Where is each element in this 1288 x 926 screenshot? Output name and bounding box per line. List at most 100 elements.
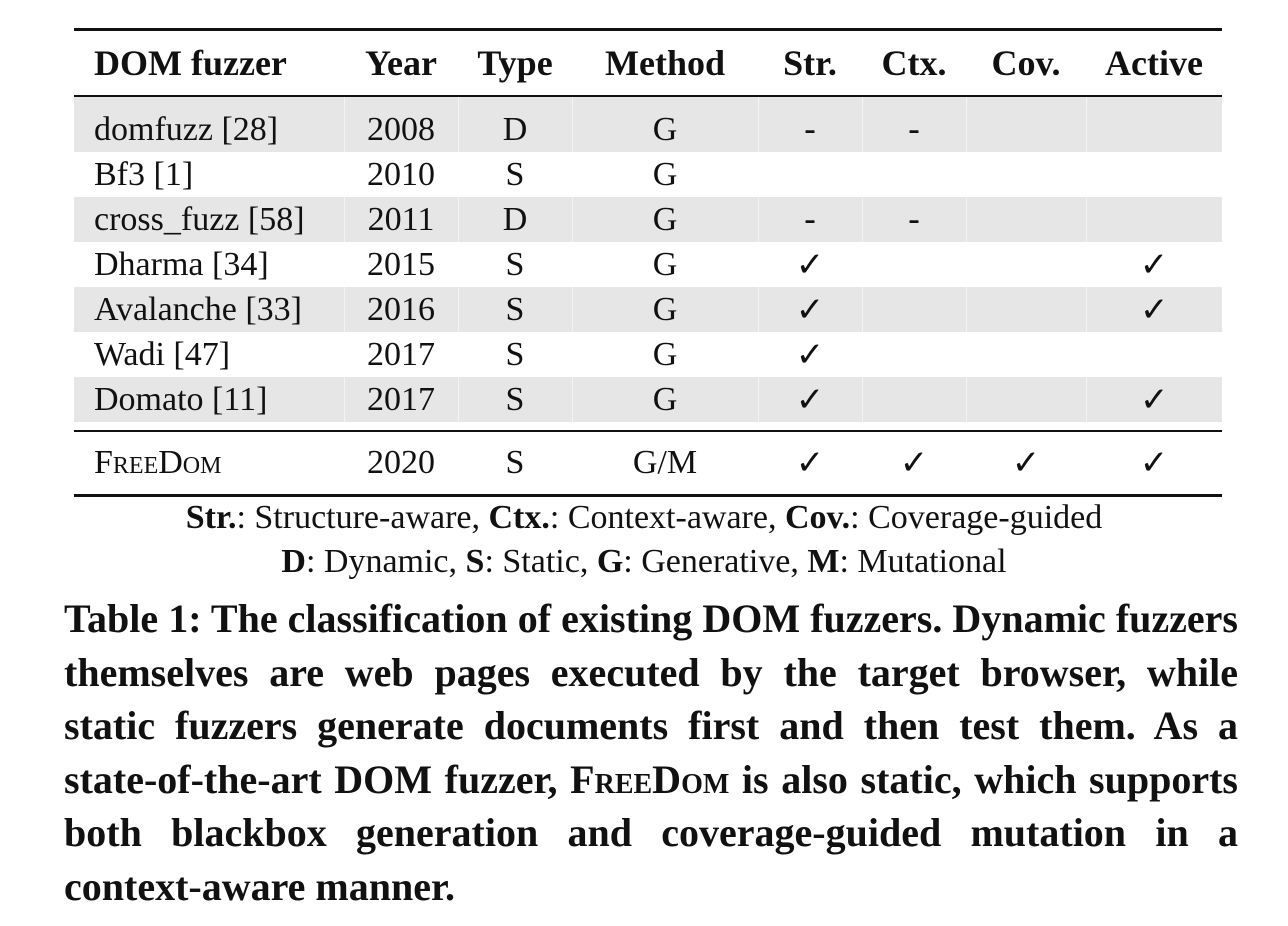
table-row: Dharma [34] 2015 S G ✓ ✓ — [74, 242, 1222, 287]
fuzzer-str: - — [757, 197, 862, 242]
header-str: Str. — [758, 28, 862, 97]
fuzzer-year: 2010 — [367, 155, 435, 193]
table-separator — [74, 422, 1222, 432]
table-caption: Table 1: The classification of existing … — [64, 592, 1238, 913]
fuzzer-year: 2011 — [343, 197, 458, 242]
fuzzer-name: FreeDom — [74, 431, 344, 497]
header-active: Active — [1086, 28, 1222, 97]
fuzzer-ctx — [861, 377, 966, 422]
legend-key: Ctx. — [488, 499, 550, 536]
fuzzer-ctx — [862, 242, 966, 287]
fuzzer-active: ✓ — [1086, 431, 1222, 497]
legend-line-abbreviations: Str.: Structure-aware, Ctx.: Context-awa… — [0, 496, 1288, 540]
fuzzer-name: Dharma [34] — [94, 245, 269, 283]
header-method: Method — [572, 28, 758, 97]
legend-desc: : Generative, — [623, 543, 808, 580]
fuzzer-type: S — [505, 245, 525, 283]
legend-key: S — [465, 543, 485, 580]
legend-desc: : Mutational — [839, 543, 1007, 580]
fuzzer-ctx — [862, 152, 966, 197]
fuzzer-cov — [965, 377, 1086, 422]
fuzzer-active — [1085, 197, 1222, 242]
fuzzer-cov: ✓ — [966, 431, 1086, 497]
fuzzer-ctx — [862, 332, 966, 377]
header-cov: Cov. — [966, 28, 1086, 97]
table-row: domfuzz [28] 2008 D G - - — [74, 96, 1222, 152]
fuzzer-cov — [965, 96, 1086, 152]
legend-key: M — [807, 543, 840, 580]
fuzzer-cov — [966, 152, 1086, 197]
fuzzer-type: S — [505, 335, 525, 373]
fuzzer-classification-table: DOM fuzzer Year Type Method Str. Ctx. Co… — [74, 28, 1222, 497]
table-row: Bf3 [1] 2010 S G — [74, 152, 1222, 197]
fuzzer-year: 2017 — [367, 335, 435, 373]
fuzzer-method: G — [571, 287, 758, 332]
fuzzer-type: S — [505, 155, 525, 193]
legend-key: D — [281, 543, 306, 580]
fuzzer-ctx: ✓ — [862, 431, 966, 497]
fuzzer-method: G — [571, 96, 758, 152]
fuzzer-method: G — [571, 377, 758, 422]
fuzzer-str: ✓ — [757, 377, 862, 422]
fuzzer-name: domfuzz [28] — [74, 96, 344, 152]
fuzzer-type: S — [457, 287, 572, 332]
fuzzer-name: Bf3 [1] — [94, 155, 194, 193]
fuzzer-name: Wadi [47] — [94, 335, 231, 373]
fuzzer-classification-table-container: DOM fuzzer Year Type Method Str. Ctx. Co… — [74, 28, 1222, 497]
legend-desc: : Context-aware, — [549, 499, 785, 536]
header-year: Year — [344, 28, 458, 97]
fuzzer-year: 2016 — [343, 287, 458, 332]
fuzzer-ctx: - — [861, 96, 966, 152]
fuzzer-active: ✓ — [1085, 287, 1222, 332]
freedom-row: FreeDom 2020 S G/M ✓ ✓ ✓ ✓ — [74, 431, 1222, 497]
legend-desc: : Dynamic, — [305, 543, 466, 580]
fuzzer-str: - — [757, 96, 862, 152]
fuzzer-type: D — [457, 96, 572, 152]
caption-text-end: is also static, which supports both blac… — [64, 756, 1239, 909]
legend-desc: : Structure-aware, — [236, 499, 489, 536]
fuzzer-year: 2020 — [344, 431, 458, 497]
legend-key: G — [596, 543, 624, 580]
fuzzer-active — [1085, 96, 1222, 152]
table-row: Wadi [47] 2017 S G ✓ — [74, 332, 1222, 377]
legend-key: Cov. — [784, 499, 851, 536]
legend-line-types: D: Dynamic, S: Static, G: Generative, M:… — [0, 540, 1288, 584]
fuzzer-type: D — [457, 197, 572, 242]
header-type: Type — [458, 28, 572, 97]
table-row: cross_fuzz [58] 2011 D G - - — [74, 197, 1222, 242]
fuzzer-method: G — [652, 155, 678, 193]
fuzzer-method: G — [652, 245, 678, 283]
fuzzer-active: ✓ — [1139, 244, 1169, 285]
fuzzer-name: Avalanche [33] — [74, 287, 344, 332]
fuzzer-cov — [965, 197, 1086, 242]
fuzzer-cov — [966, 242, 1086, 287]
fuzzer-method: G/M — [572, 431, 758, 497]
fuzzer-year: 2017 — [343, 377, 458, 422]
fuzzer-str: ✓ — [757, 287, 862, 332]
table-row: Domato [11] 2017 S G ✓ ✓ — [74, 377, 1222, 422]
separator-rule — [74, 422, 1222, 432]
table-row: Avalanche [33] 2016 S G ✓ ✓ — [74, 287, 1222, 332]
fuzzer-str — [758, 152, 862, 197]
fuzzer-year: 2015 — [367, 245, 435, 283]
fuzzer-active — [1086, 152, 1222, 197]
fuzzer-type: S — [458, 431, 572, 497]
caption-system-name: FreeDom — [570, 756, 730, 802]
fuzzer-name: Domato [11] — [74, 377, 344, 422]
header-row: DOM fuzzer Year Type Method Str. Ctx. Co… — [74, 28, 1222, 97]
fuzzer-method: G — [571, 197, 758, 242]
legend-key: Str. — [185, 499, 237, 536]
fuzzer-cov — [966, 332, 1086, 377]
fuzzer-name: cross_fuzz [58] — [74, 197, 344, 242]
fuzzer-str: ✓ — [758, 431, 862, 497]
fuzzer-year: 2008 — [343, 96, 458, 152]
header-dom-fuzzer: DOM fuzzer — [74, 28, 344, 97]
fuzzer-str: ✓ — [795, 334, 825, 375]
fuzzer-ctx: - — [861, 197, 966, 242]
legend-desc: : Coverage-guided — [850, 499, 1103, 536]
header-ctx: Ctx. — [862, 28, 966, 97]
fuzzer-type: S — [457, 377, 572, 422]
fuzzer-active — [1086, 332, 1222, 377]
legend-desc: : Static, — [484, 543, 597, 580]
fuzzer-str: ✓ — [795, 244, 825, 285]
